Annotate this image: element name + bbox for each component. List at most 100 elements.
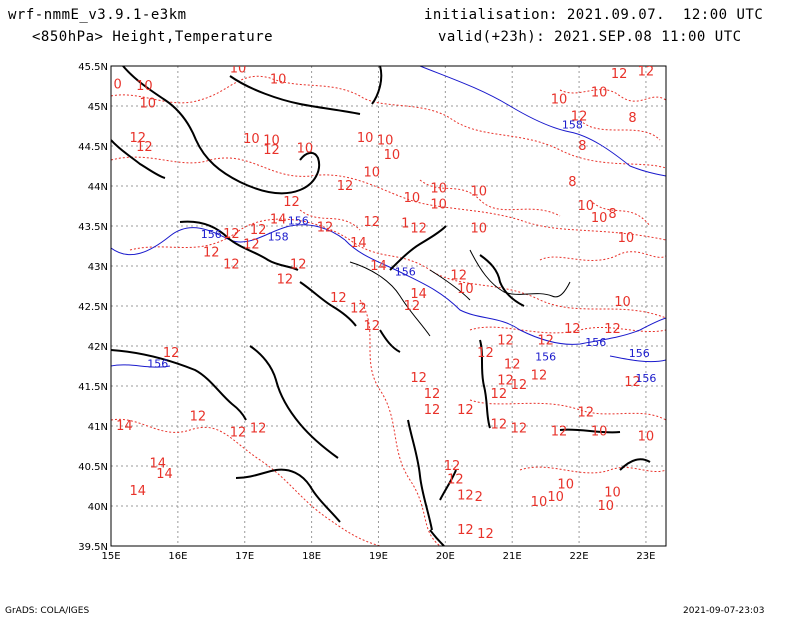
temperature-label: 12 [447,473,464,488]
temperature-label: 10 [591,211,608,226]
temperature-label: 12 [537,333,554,348]
lat-tick-label: 42.5N [78,302,108,313]
temperature-label: 10 [377,133,394,148]
temperature-label: 10 [384,148,401,163]
height-contours [111,66,666,368]
temperature-label: 10 [591,85,608,100]
temperature-label: 10 [614,295,631,310]
temperature-label: 12 [424,403,441,418]
temperature-label: 12 [477,527,494,542]
lat-tick-label: 43.5N [78,222,108,233]
field-title: <850hPa> Height,Temperature [32,29,274,45]
temperature-label: 12 [497,373,514,388]
temperature-label: 12 [624,375,641,390]
temperature-label: 12 [410,371,427,386]
temperature-label: 12 [511,421,528,436]
lon-tick-label: 21E [503,551,522,562]
temperature-label: 12 [497,333,514,348]
height-label: 156 [585,336,606,349]
temperature-label: 12 [250,421,267,436]
temperature-label: 10 [470,221,487,236]
axis-ticks: 15E 16E 17E 18E 19E 20E 21E 22E 23E 45.5N 45N 44.5N… [78,62,655,562]
temperature-label: 12 [317,221,334,236]
lat-tick-label: 44N [88,182,108,193]
country-borders [349,249,571,337]
lon-tick-label: 15E [101,551,120,562]
temperature-label: 12 [404,299,421,314]
temperature-label: 12 [457,403,474,418]
temperature-label: 12 [250,223,267,238]
lon-tick-label: 16E [168,551,187,562]
height-label: 156 [147,358,168,371]
height-label: 156 [201,228,222,241]
height-label: 156 [629,347,650,360]
temperature-label: 12 [457,523,474,538]
temperature-label: 8 [628,111,636,126]
temperature-contours [111,75,666,546]
temperature-label: 10 [404,191,421,206]
temperature-label: 10 [531,495,548,510]
temperature-label: 12 [564,322,581,337]
temperature-label: 12 [290,257,307,272]
temperature-label: 14 [150,457,167,472]
temperature-label: 8 [568,175,576,190]
temperature-label: 10 [270,73,287,88]
lon-tick-label: 19E [369,551,388,562]
temperature-label: 12 [571,109,588,124]
temperature-label: 12 [223,257,240,272]
temperature-label: 14 [156,467,173,482]
temperature-label: 12 [190,409,207,424]
temperature-label: 12 [243,237,260,252]
temperature-label: 12 [163,346,180,361]
temperature-label: 12 [444,459,461,474]
temperature-label: 14 [410,287,427,302]
temperature-label: 10 [457,282,474,297]
temperature-label: 14 [270,213,287,228]
temperature-label: 12 [230,425,247,440]
temperature-label: 10 [140,97,157,112]
temperature-label: 10 [297,141,314,156]
lat-tick-label: 41N [88,422,108,433]
lat-tick-label: 45N [88,102,108,113]
height-label: 158 [268,230,289,243]
lon-tick-label: 22E [570,551,589,562]
temperature-label: 14 [350,236,367,251]
temperature-label: 12 [531,369,548,384]
temperature-label: 10 [357,131,374,146]
temperature-label: 2 [475,490,483,505]
height-label: 156 [288,214,309,227]
temperature-label: 12 [424,387,441,402]
temperature-label: 1 [401,217,409,232]
temperature-label: 10 [547,490,564,505]
temperature-label: 12 [410,221,427,236]
height-label: 156 [395,266,416,279]
lat-tick-label: 40.5N [78,462,108,473]
temperature-label: 12 [364,319,381,334]
footer-credit: GrADS: COLA/IGES [5,606,90,616]
lon-tick-label: 20E [436,551,455,562]
temperature-label: 10 [591,425,608,440]
temperature-label: 10 [598,499,615,514]
model-title: wrf-nmmE_v3.9.1-e3km [8,7,187,23]
temperature-label: 12 [277,273,294,288]
temperature-label: 12 [263,143,280,158]
temperature-label: 10 [230,61,247,76]
valid-time: valid(+23h): 2021.SEP.08 11:00 UTC [438,29,742,45]
temperature-label: 12 [611,67,628,82]
temperature-label: 10 [604,485,621,500]
temperature-label: 12 [457,489,474,504]
map-frame [110,65,667,547]
temperature-label: 12 [350,301,367,316]
lat-tick-label: 40N [88,502,108,513]
lat-tick-label: 41.5N [78,382,108,393]
coastlines [111,66,651,546]
temperature-label: 10 [557,477,574,492]
temperature-label: 14 [370,259,387,274]
height-label: 156 [535,350,556,363]
lat-tick-label: 45.5N [78,62,108,73]
height-label: 156 [635,372,656,385]
temperature-label: 10 [618,231,635,246]
temperature-label: 12 [203,245,220,260]
temperature-label: 12 [551,425,568,440]
